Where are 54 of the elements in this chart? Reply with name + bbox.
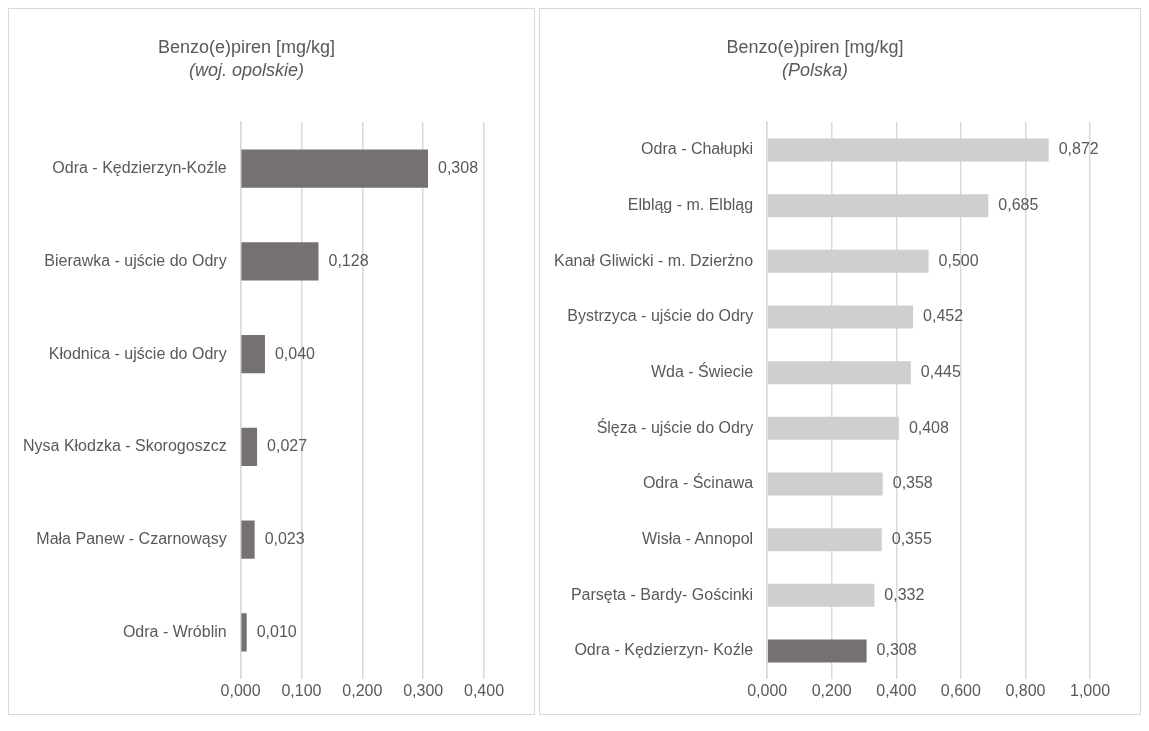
chart-subtitle: (woj. opolskie): [188, 60, 305, 81]
y-tick-label: Mała Panew - Czarnowąsy: [36, 530, 227, 548]
y-tick-label: Wda - Świecie: [650, 362, 754, 381]
y-tick-label: Parsęta - Bardy- Gościnki: [570, 585, 754, 603]
x-tick-label: 0,200: [342, 681, 383, 699]
x-tick-label: 0,800: [1005, 681, 1046, 699]
data-label: 0,355: [891, 530, 932, 548]
bar: [241, 334, 265, 374]
data-label: 0,010: [256, 622, 297, 640]
data-label: 0,023: [264, 530, 305, 548]
y-tick-label: Kanał Gliwicki - m. Dzierżno: [554, 251, 754, 269]
data-label: 0,445: [920, 363, 961, 381]
data-label: 0,408: [908, 418, 950, 436]
bar: [241, 149, 429, 188]
data-label: 0,332: [884, 585, 925, 603]
x-tick-label: 0,400: [463, 681, 505, 699]
bar: [767, 639, 867, 663]
data-label: 0,040: [274, 344, 316, 362]
data-label: 0,452: [923, 307, 964, 325]
chart-subtitle: (Polska): [781, 60, 849, 81]
bar: [241, 520, 255, 559]
x-tick-label: 0,400: [876, 681, 917, 699]
y-tick-label: Wisła - Annopol: [641, 530, 754, 548]
y-tick-label: Ślęza - ujście do Odry: [596, 417, 754, 436]
x-tick-label: 0,000: [747, 681, 788, 699]
chart-title: Benzo(e)piren [mg/kg]: [157, 36, 336, 57]
y-tick-label: Kłodnica - ujście do Odry: [48, 344, 227, 362]
x-tick-label: 0,100: [281, 681, 322, 699]
y-tick-label: Odra - Kędzierzyn-Koźle: [52, 158, 227, 176]
bar: [241, 242, 319, 281]
data-label: 0,872: [1058, 140, 1099, 158]
data-label: 0,500: [938, 251, 979, 269]
y-tick-label: Odra - Kędzierzyn- Koźle: [574, 641, 754, 659]
data-label: 0,358: [892, 474, 933, 492]
bar: [241, 613, 247, 652]
data-label: 0,308: [438, 158, 479, 176]
y-tick-label: Elbląg - m. Elbląg: [627, 196, 754, 214]
x-tick-label: 1,000: [1069, 681, 1111, 699]
y-tick-label: Odra - Chałupki: [641, 140, 754, 158]
data-label: 0,128: [328, 251, 369, 269]
y-tick-label: Bierawka - ujście do Odry: [44, 251, 227, 269]
data-label: 0,685: [998, 196, 1039, 214]
data-label: 0,308: [876, 641, 917, 659]
x-tick-label: 0,200: [811, 681, 852, 699]
data-label: 0,027: [267, 437, 308, 455]
y-tick-label: Odra - Wróblin: [122, 622, 227, 640]
y-tick-label: Bystrzyca - ujście do Odry: [567, 307, 754, 325]
x-tick-label: 0,300: [403, 681, 444, 699]
bar: [241, 427, 258, 467]
chart-title: Benzo(e)piren [mg/kg]: [726, 36, 904, 57]
x-tick-label: 0,000: [220, 681, 261, 699]
x-tick-label: 0,600: [940, 681, 981, 699]
y-tick-label: Nysa Kłodzka - Skorogoszcz: [22, 437, 227, 455]
y-tick-label: Odra - Ścinawa: [642, 473, 754, 492]
